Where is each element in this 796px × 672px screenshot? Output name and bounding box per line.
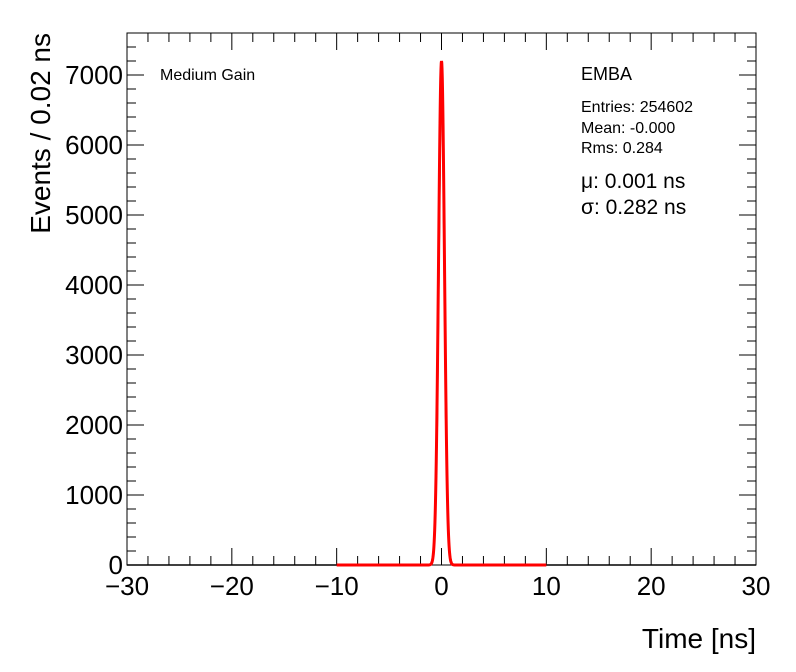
y-tick-labels: 0 1000 2000 3000 4000 5000 6000 7000: [65, 60, 123, 580]
x-tick-label: −10: [315, 571, 359, 601]
mu-fit-result: μ: 0.001 ns: [581, 170, 685, 193]
x-axis-title: Time [ns]: [642, 623, 756, 654]
rms-stat: Rms: 0.284: [581, 140, 663, 157]
y-tick-label: 3000: [65, 340, 123, 370]
y-tick-label: 7000: [65, 60, 123, 90]
sigma-fit-result: σ: 0.282 ns: [581, 196, 686, 219]
axis-ticks: [126, 32, 757, 566]
histogram-series: [127, 62, 756, 566]
y-tick-label: 1000: [65, 480, 123, 510]
partition-label: EMBA: [581, 64, 632, 84]
x-tick-label: 0: [434, 571, 448, 601]
x-tick-label: −20: [210, 571, 254, 601]
x-tick-label: 30: [742, 571, 771, 601]
y-axis-title: Events / 0.02 ns: [25, 33, 56, 234]
entries-stat: Entries: 254602: [581, 99, 693, 116]
y-tick-label: 6000: [65, 130, 123, 160]
x-tick-label: 20: [637, 571, 666, 601]
mean-stat: Mean: -0.000: [581, 120, 675, 137]
x-tick-label: −30: [105, 571, 149, 601]
x-tick-labels: −30 −20 −10 0 10 20 30: [105, 571, 771, 601]
y-tick-label: 4000: [65, 270, 123, 300]
gain-label: Medium Gain: [160, 67, 255, 84]
y-tick-label: 2000: [65, 410, 123, 440]
y-tick-label: 5000: [65, 200, 123, 230]
x-tick-label: 10: [532, 571, 561, 601]
y-tick-label: 0: [109, 550, 123, 580]
gaussian-fit-series: [336, 60, 547, 567]
